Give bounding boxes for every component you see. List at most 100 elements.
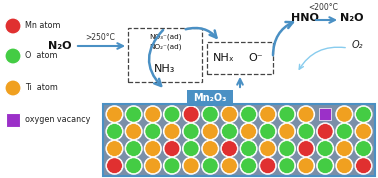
Circle shape — [316, 140, 334, 158]
Circle shape — [240, 157, 258, 175]
Circle shape — [202, 124, 218, 139]
Text: NO₂⁻(ad): NO₂⁻(ad) — [149, 44, 181, 50]
Circle shape — [164, 106, 180, 122]
Circle shape — [202, 106, 218, 122]
Circle shape — [317, 158, 333, 174]
Bar — [103, 104, 375, 176]
Text: >250°C: >250°C — [85, 33, 115, 43]
Circle shape — [220, 105, 239, 123]
Circle shape — [107, 124, 122, 139]
Circle shape — [145, 124, 161, 139]
Text: <200°C: <200°C — [308, 4, 338, 12]
Circle shape — [278, 157, 296, 175]
Circle shape — [259, 157, 277, 175]
Circle shape — [279, 158, 295, 174]
Circle shape — [316, 157, 334, 175]
Circle shape — [164, 124, 180, 139]
Circle shape — [183, 141, 199, 156]
Circle shape — [356, 106, 372, 122]
Circle shape — [182, 140, 200, 158]
Circle shape — [335, 140, 353, 158]
Circle shape — [356, 158, 372, 174]
Circle shape — [107, 106, 122, 122]
Bar — [128, 28, 202, 82]
Bar — [6, 113, 20, 127]
Circle shape — [220, 122, 239, 140]
Text: O⁻: O⁻ — [249, 53, 263, 63]
Circle shape — [5, 48, 21, 64]
Circle shape — [222, 158, 237, 174]
Circle shape — [145, 158, 161, 174]
Bar — [207, 42, 273, 74]
Circle shape — [297, 105, 315, 123]
Circle shape — [144, 105, 162, 123]
Text: N₂O: N₂O — [48, 41, 72, 51]
Circle shape — [107, 158, 122, 174]
Circle shape — [298, 141, 314, 156]
Circle shape — [4, 47, 22, 65]
Circle shape — [317, 124, 333, 139]
Circle shape — [4, 17, 22, 35]
Circle shape — [144, 157, 162, 175]
Text: Mn₂O₃: Mn₂O₃ — [193, 93, 227, 103]
Circle shape — [126, 158, 141, 174]
Circle shape — [182, 157, 200, 175]
Circle shape — [279, 141, 295, 156]
Circle shape — [241, 158, 256, 174]
Circle shape — [336, 106, 352, 122]
Circle shape — [259, 105, 277, 123]
Circle shape — [202, 158, 218, 174]
Circle shape — [336, 141, 352, 156]
Circle shape — [278, 105, 296, 123]
Circle shape — [182, 105, 200, 123]
Circle shape — [241, 106, 256, 122]
Text: N₂O: N₂O — [340, 13, 364, 23]
Circle shape — [105, 140, 124, 158]
Circle shape — [335, 157, 353, 175]
Circle shape — [335, 122, 353, 140]
Circle shape — [355, 140, 373, 158]
Circle shape — [145, 106, 161, 122]
Circle shape — [182, 122, 200, 140]
Circle shape — [183, 124, 199, 139]
Circle shape — [298, 158, 314, 174]
Bar — [319, 108, 331, 120]
Circle shape — [201, 157, 219, 175]
Circle shape — [336, 124, 352, 139]
Text: NHₓ: NHₓ — [213, 53, 235, 63]
Circle shape — [107, 141, 122, 156]
Circle shape — [125, 122, 143, 140]
Circle shape — [125, 105, 143, 123]
Circle shape — [356, 141, 372, 156]
Circle shape — [5, 18, 21, 34]
Circle shape — [163, 140, 181, 158]
Circle shape — [126, 106, 141, 122]
Text: NH₃: NH₃ — [154, 64, 176, 74]
Circle shape — [355, 105, 373, 123]
Text: oxygen vacancy: oxygen vacancy — [25, 116, 90, 124]
Circle shape — [298, 106, 314, 122]
Circle shape — [201, 140, 219, 158]
Bar — [187, 90, 233, 106]
Circle shape — [220, 157, 239, 175]
Circle shape — [164, 158, 180, 174]
Circle shape — [163, 157, 181, 175]
Circle shape — [298, 124, 314, 139]
Circle shape — [278, 122, 296, 140]
Circle shape — [105, 105, 124, 123]
Circle shape — [260, 158, 276, 174]
Circle shape — [126, 141, 141, 156]
Circle shape — [105, 157, 124, 175]
Circle shape — [297, 157, 315, 175]
Circle shape — [5, 80, 21, 96]
Circle shape — [335, 105, 353, 123]
Circle shape — [144, 140, 162, 158]
Circle shape — [183, 106, 199, 122]
Circle shape — [336, 158, 352, 174]
Circle shape — [260, 141, 276, 156]
Circle shape — [163, 105, 181, 123]
Circle shape — [278, 140, 296, 158]
Text: NO₃⁻(ad): NO₃⁻(ad) — [149, 34, 181, 40]
Circle shape — [240, 105, 258, 123]
Text: HNO: HNO — [291, 13, 319, 23]
